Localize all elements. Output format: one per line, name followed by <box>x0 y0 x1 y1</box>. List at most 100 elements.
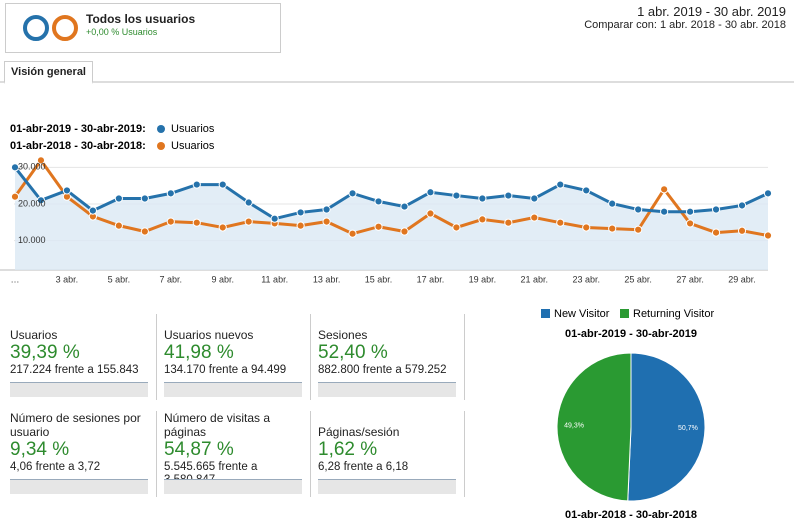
point <box>608 224 617 233</box>
point <box>660 207 669 216</box>
metric-card: Número de sesiones por usuario 9,34 % 4,06… <box>10 411 157 497</box>
point <box>763 189 773 198</box>
metric-label-text: Usuarios nuevos <box>164 328 254 342</box>
point <box>504 218 513 227</box>
metric-label-text: Número de sesiones por usuario <box>10 411 141 439</box>
legend-period: 01-abr-2018 - 30-abr-2018: <box>10 140 146 152</box>
date-compare: Comparar con: 1 abr. 2018 - 30 abr. 2018 <box>584 19 786 31</box>
point <box>426 188 435 197</box>
point <box>218 223 227 232</box>
sparkline <box>164 479 302 494</box>
point <box>114 221 123 230</box>
metric-detail: 882.800 frente a 579.252 <box>318 364 447 376</box>
metric-detail: 4,06 frente a 3,72 <box>10 461 101 473</box>
tab-rule <box>0 81 794 83</box>
x-tick-label: 27 abr. <box>676 274 704 284</box>
metric-card: Usuarios nuevos 41,98 % 134.170 frente a 9… <box>164 314 311 400</box>
date-main: 1 abr. 2019 - 30 abr. 2019 <box>637 4 786 19</box>
point <box>711 228 721 237</box>
point <box>140 194 149 203</box>
x-tick-label: 15 abr. <box>365 274 393 284</box>
metric-label-text: Usuarios <box>10 328 58 342</box>
metric-label: Usuarios nuevos <box>164 314 304 342</box>
y-tick-label: 10.000 <box>18 235 46 245</box>
metric-label-text: Páginas/sesión <box>318 425 400 439</box>
metric-card: Sesiones 52,40 % 882.800 frente a 579.252 <box>318 314 465 400</box>
metric-change: 41,98 % <box>164 342 234 363</box>
point <box>296 221 305 230</box>
legend-swatch <box>620 309 629 318</box>
sparkline <box>318 479 456 494</box>
point <box>452 191 461 200</box>
metric-card: Número de visitas a páginas 54,87 % 5.545.… <box>164 411 311 497</box>
sparkline <box>164 382 302 397</box>
point <box>530 194 539 203</box>
sparkline <box>318 382 456 397</box>
point <box>634 205 643 214</box>
date-range[interactable]: 1 abr. 2019 - 30 abr. 2019 Comparar con:… <box>584 4 786 31</box>
point <box>140 227 149 236</box>
x-tick-label: 9 abr. <box>211 274 234 284</box>
legend-swatch <box>541 309 550 318</box>
point <box>737 226 747 235</box>
segment-subtitle: +0,00 % Usuarios <box>86 27 158 37</box>
legend-name: Usuarios <box>171 123 215 135</box>
pie-title: 01-abr-2019 - 30-abr-2019 <box>565 328 697 340</box>
metric-label-text: Sesiones <box>318 328 368 342</box>
point <box>711 205 721 214</box>
x-tick-label: … <box>11 274 20 284</box>
x-tick-label: 29 abr. <box>728 274 756 284</box>
point <box>660 185 669 194</box>
point <box>426 209 435 218</box>
point <box>322 205 331 214</box>
point <box>114 194 123 203</box>
point <box>88 206 97 215</box>
point <box>737 201 747 210</box>
metric-change: 52,40 % <box>318 342 388 363</box>
point <box>166 217 175 226</box>
segment-box[interactable]: Todos los usuarios +0,00 % Usuarios <box>5 3 281 53</box>
metric-detail: 217.224 frente a 155.843 <box>10 364 139 376</box>
slice-label: 49,3% <box>564 423 584 430</box>
series-line <box>13 157 769 238</box>
metric-change: 54,87 % <box>164 439 234 460</box>
point <box>530 213 539 222</box>
tab[interactable]: Visión general <box>4 61 93 84</box>
point <box>582 223 591 232</box>
area <box>15 167 768 270</box>
metric-label: Usuarios <box>10 314 150 342</box>
point <box>478 215 487 224</box>
point <box>374 222 383 231</box>
y-tick-label: 30.000 <box>18 162 46 172</box>
legend-name: Usuarios <box>171 140 215 152</box>
metric-label: Número de sesiones por usuario <box>10 411 150 439</box>
point <box>686 219 695 228</box>
x-tick-label: 17 abr. <box>417 274 445 284</box>
pie-caption: 01-abr-2018 - 30-abr-2018 <box>565 509 697 521</box>
legend-marker <box>157 142 165 150</box>
point <box>504 191 513 200</box>
point <box>218 180 227 189</box>
metric-change: 9,34 % <box>10 439 70 460</box>
segment-circle <box>23 15 49 41</box>
metric-label-text: Número de visitas a páginas <box>164 411 271 439</box>
x-tick-label: 11 abr. <box>261 274 288 284</box>
point <box>556 218 565 227</box>
metric-label: Número de visitas a páginas <box>164 411 304 439</box>
x-tick-label: 13 abr. <box>313 274 341 284</box>
metric-label: Sesiones <box>318 314 458 342</box>
segment-icon <box>23 15 78 41</box>
metric-detail: 6,28 frente a 6,18 <box>318 461 409 473</box>
point <box>556 180 565 189</box>
sparkline <box>10 382 148 397</box>
point <box>36 196 46 205</box>
point <box>192 218 201 227</box>
metric-label: Páginas/sesión <box>318 411 458 439</box>
metric-detail: 134.170 frente a 94.499 <box>164 364 287 376</box>
x-tick-label: 21 abr. <box>521 274 549 284</box>
x-tick-label: 5 abr. <box>108 274 131 284</box>
x-tick-label: 25 abr. <box>624 274 652 284</box>
point <box>608 199 617 208</box>
x-tick-label: 3 abr. <box>56 274 79 284</box>
